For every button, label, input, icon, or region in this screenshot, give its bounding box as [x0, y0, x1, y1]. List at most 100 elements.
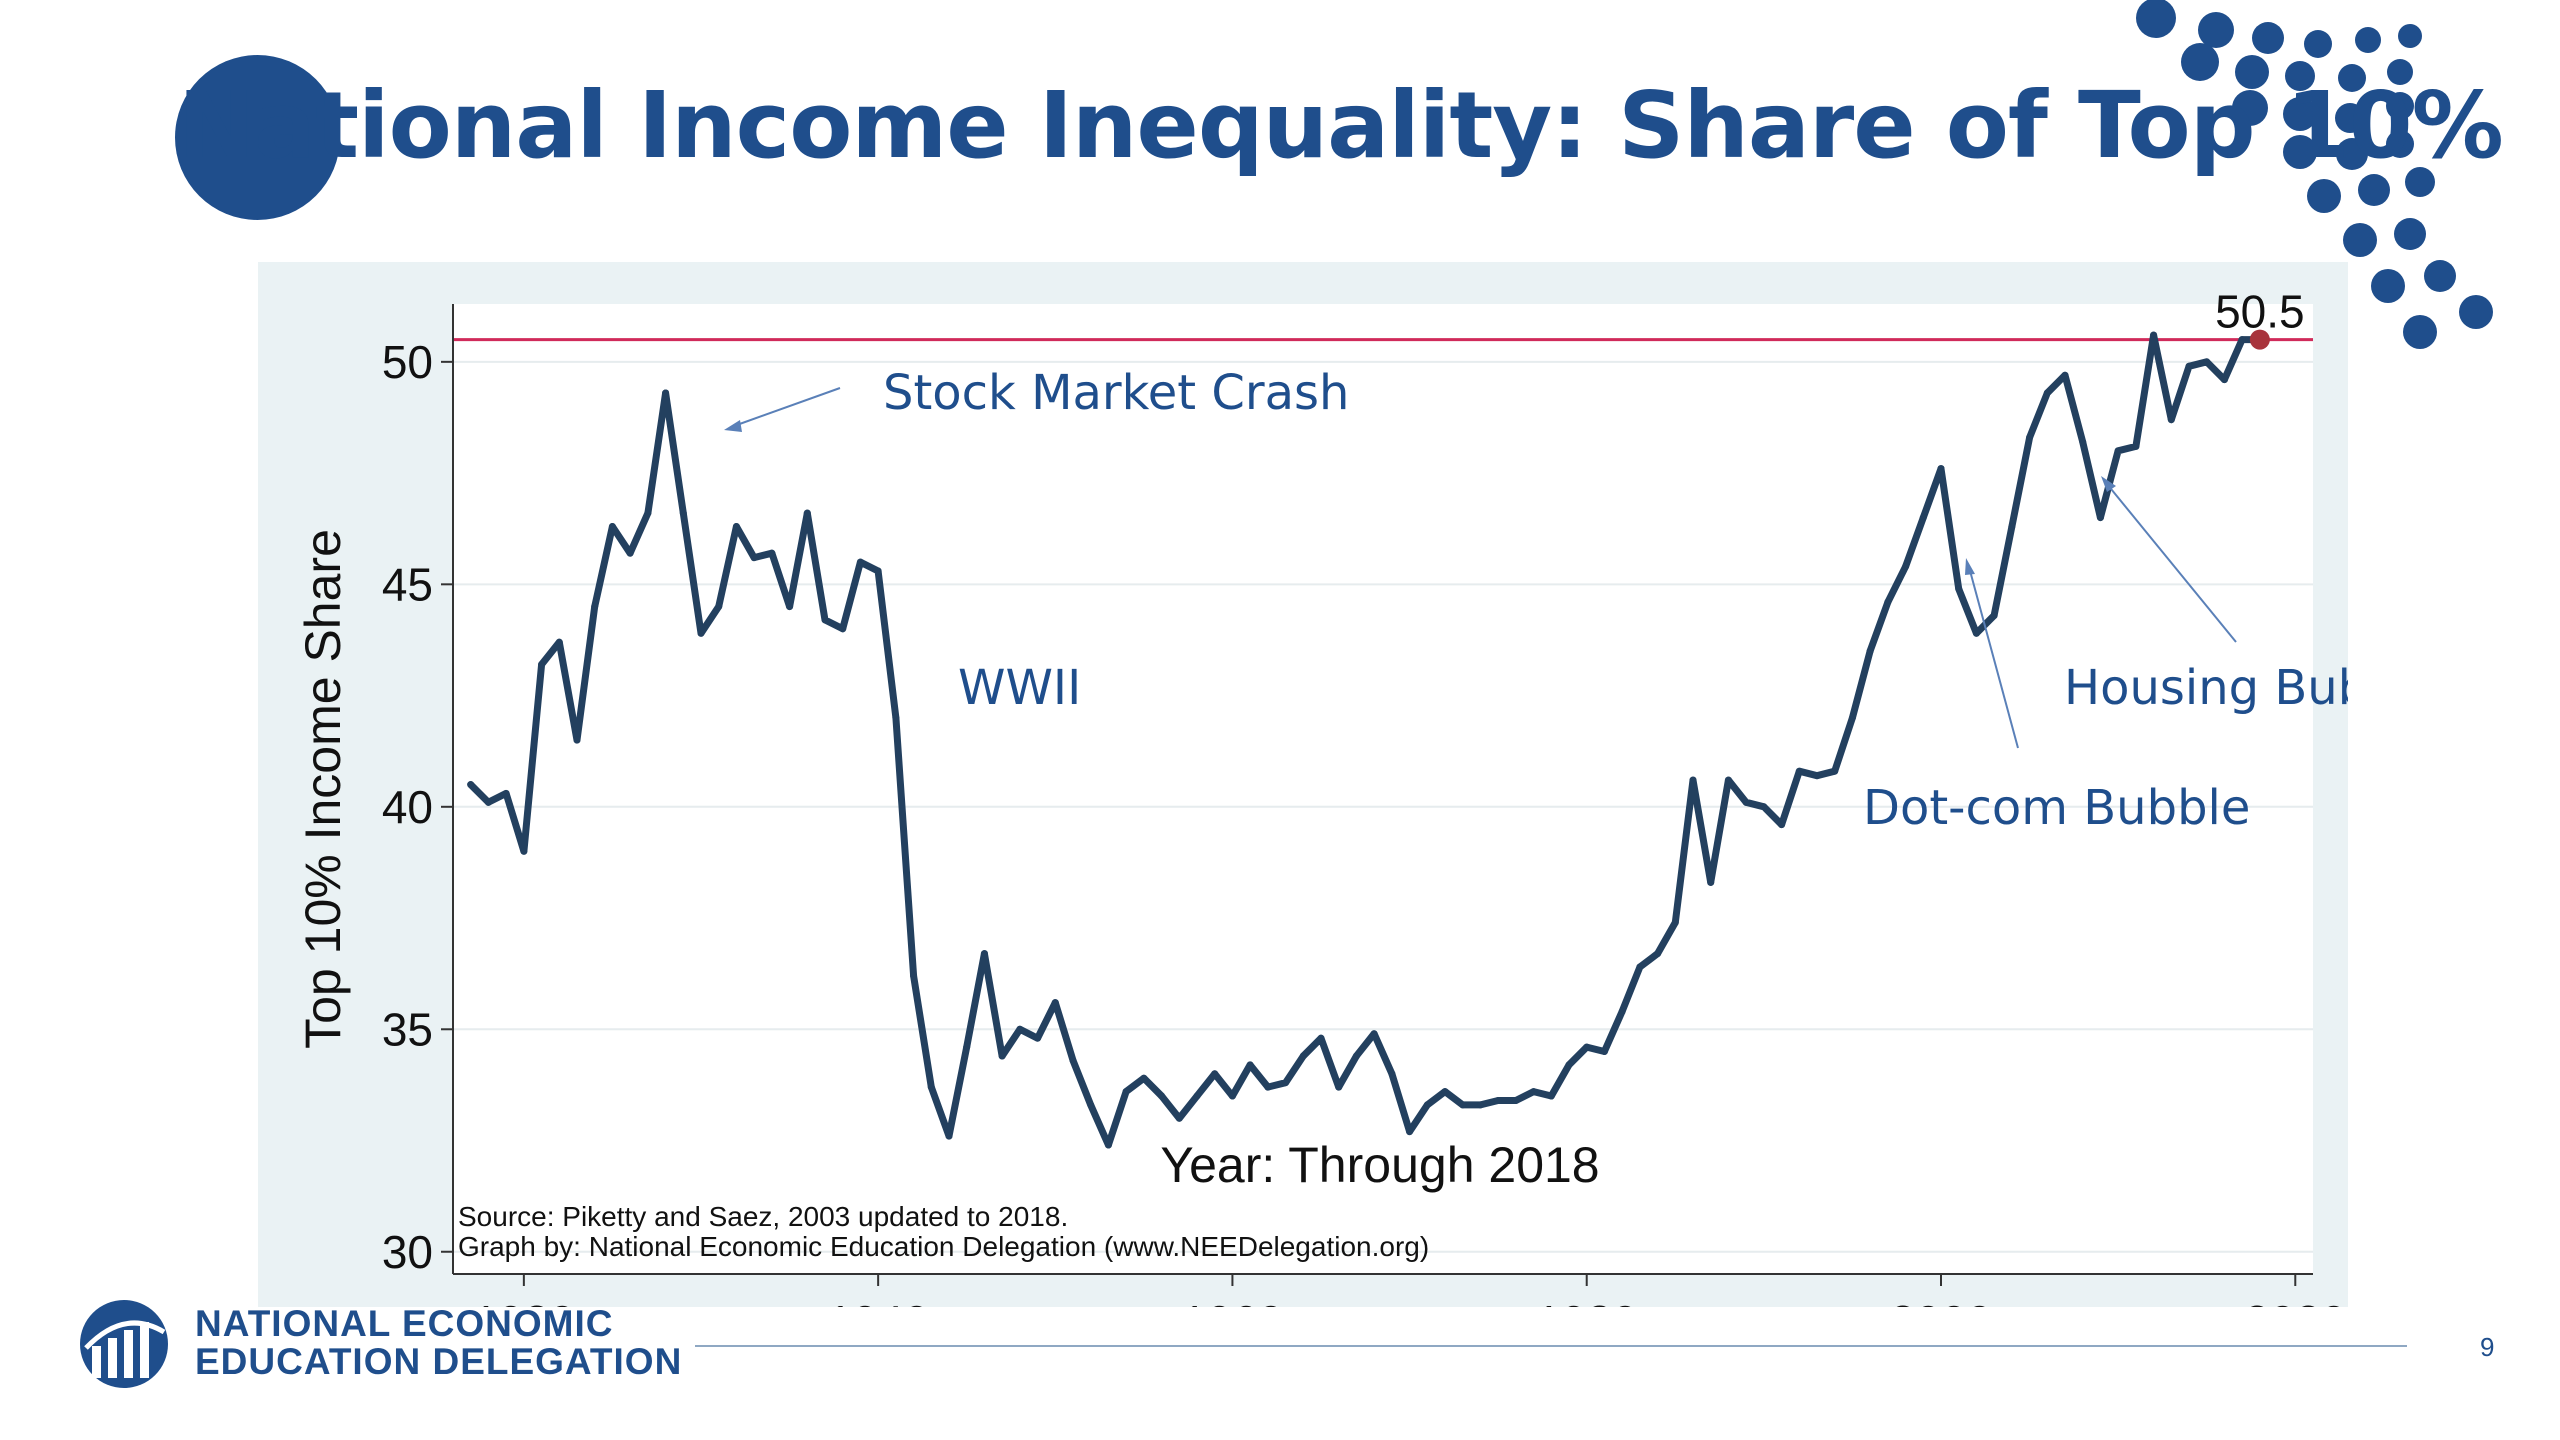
decorative-dot	[2358, 174, 2390, 206]
data-point	[1972, 629, 1980, 637]
data-point	[1707, 878, 1715, 886]
data-point	[715, 603, 723, 611]
data-point	[945, 1132, 953, 1140]
data-point	[1530, 1088, 1538, 1096]
chart-panel: 50.5 3035404550192019401960198020002020 …	[258, 262, 2348, 1307]
y-tick-label: 50	[382, 336, 433, 388]
decorative-dot	[2304, 30, 2332, 58]
decorative-dot	[2386, 92, 2414, 120]
decorative-dot	[2198, 12, 2234, 48]
data-point	[910, 972, 918, 980]
data-point	[1760, 803, 1768, 811]
data-point	[803, 509, 811, 517]
data-point	[2203, 358, 2211, 366]
annotation-arrow-housing-bubble	[2106, 483, 2237, 643]
y-tick-label: 35	[382, 1003, 433, 1055]
data-point	[1902, 563, 1910, 571]
reference-line-label: 50.5	[2215, 286, 2305, 338]
data-point	[1813, 772, 1821, 780]
data-point	[1051, 999, 1059, 1007]
logo-bar-2	[108, 1338, 117, 1378]
data-point	[1671, 918, 1679, 926]
annotation-dot-com-bubble: Dot-com Bubble	[1863, 780, 2250, 836]
data-point	[1370, 1030, 1378, 1038]
data-point	[1016, 1025, 1024, 1033]
data-point	[1228, 1092, 1236, 1100]
decorative-dot	[2338, 64, 2366, 92]
annotation-wwii: WWII	[958, 660, 1081, 716]
data-point	[1335, 1083, 1343, 1091]
data-point	[591, 603, 599, 611]
data-point	[1565, 1061, 1573, 1069]
data-point	[839, 625, 847, 633]
data-point	[2132, 442, 2140, 450]
decorative-dot	[2235, 55, 2269, 89]
y-tick-label: 40	[382, 781, 433, 833]
annotation-stock-market-crash: Stock Market Crash	[883, 365, 1349, 421]
footer-divider	[695, 1345, 2407, 1347]
source-line-2: Graph by: National Economic Education De…	[458, 1231, 1429, 1262]
annotation-arrow-stock-market-crash	[733, 387, 841, 427]
data-point	[927, 1083, 935, 1091]
annotations: Stock Market Crash WWII Housing Bubble D…	[724, 365, 2348, 836]
decorative-dot	[2181, 43, 2219, 81]
title-accent-circle	[175, 55, 340, 220]
decorative-dot	[2285, 61, 2315, 91]
data-point	[2079, 438, 2087, 446]
data-point	[1884, 598, 1892, 606]
annotation-housing-bubble: Housing Bubble	[2064, 660, 2348, 716]
data-point	[1069, 1056, 1077, 1064]
data-point	[1352, 1052, 1360, 1060]
plot-area	[453, 304, 2313, 1274]
data-point	[1423, 1101, 1431, 1109]
data-point	[679, 509, 687, 517]
end-marker-2018	[2249, 329, 2270, 350]
data-point	[555, 638, 563, 646]
data-point	[697, 629, 705, 637]
data-point	[1317, 1034, 1325, 1042]
data-point	[1211, 1070, 1219, 1078]
data-point	[2220, 376, 2228, 384]
data-point	[2008, 522, 2016, 530]
x-axis-title: Year: Through 2018	[1160, 1137, 1599, 1193]
decorative-dot	[2343, 223, 2377, 257]
organization-logo	[80, 1300, 168, 1388]
data-point	[2167, 416, 2175, 424]
organization-name-line-1: NATIONAL ECONOMIC	[195, 1303, 614, 1344]
data-point	[1175, 1114, 1183, 1122]
data-point	[1990, 611, 1998, 619]
data-point	[874, 567, 882, 575]
slide-title-text: National Income Inequality: Share of Top…	[178, 72, 2504, 179]
data-point	[1583, 1043, 1591, 1051]
arrowhead-stock-market-crash	[724, 420, 742, 432]
data-point	[1087, 1101, 1095, 1109]
y-axis-title: Top 10% Income Share	[295, 529, 351, 1049]
decorative-dot	[2335, 103, 2365, 133]
data-point	[1600, 1048, 1608, 1056]
data-point	[1795, 767, 1803, 775]
data-point	[1034, 1034, 1042, 1042]
decorative-dot	[2405, 167, 2435, 197]
data-point	[1919, 514, 1927, 522]
data-point	[856, 558, 864, 566]
x-tick-label: 1980	[1536, 1296, 1638, 1307]
data-point	[1512, 1096, 1520, 1104]
x-tick-label: 2000	[1890, 1296, 1992, 1307]
source-line-1: Source: Piketty and Saez, 2003 updated t…	[458, 1201, 1068, 1232]
data-point	[662, 389, 670, 397]
data-point	[608, 522, 616, 530]
data-point	[732, 522, 740, 530]
decorative-dot-pattern	[2136, 0, 2493, 349]
data-point	[1476, 1101, 1484, 1109]
data-point	[573, 736, 581, 744]
data-point	[786, 603, 794, 611]
data-point	[1937, 465, 1945, 473]
decorative-dot	[2387, 59, 2413, 85]
data-point	[2026, 433, 2034, 441]
data-point	[2096, 514, 2104, 522]
data-point	[467, 781, 475, 789]
data-point	[1246, 1061, 1254, 1069]
data-point	[1193, 1092, 1201, 1100]
logo-bar-3	[124, 1330, 133, 1378]
line-chart: 50.5 3035404550192019401960198020002020 …	[295, 286, 2348, 1307]
